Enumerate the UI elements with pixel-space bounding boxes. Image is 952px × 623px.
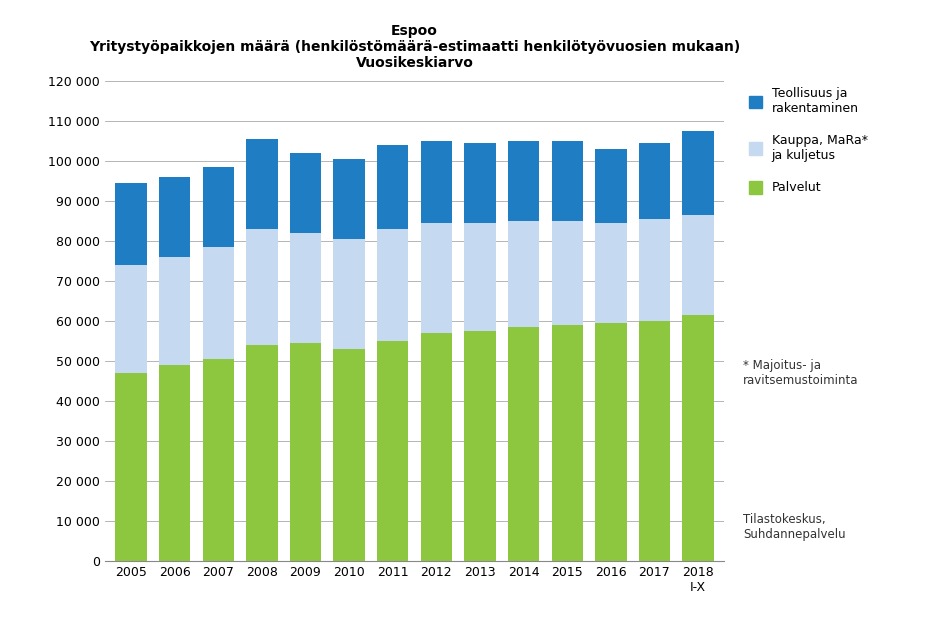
Bar bbox=[551, 325, 583, 561]
Bar bbox=[203, 247, 233, 359]
Bar bbox=[159, 257, 190, 365]
Legend: Teollisuus ja
rakentaminen, Kauppa, MaRa*
ja kuljetus, Palvelut: Teollisuus ja rakentaminen, Kauppa, MaRa… bbox=[748, 87, 866, 194]
Bar bbox=[115, 373, 147, 561]
Bar bbox=[246, 345, 277, 561]
Bar bbox=[289, 153, 321, 233]
Bar bbox=[420, 141, 451, 223]
Bar bbox=[595, 323, 625, 561]
Bar bbox=[551, 221, 583, 325]
Text: Tilastokeskus,
Suhdannepalvelu: Tilastokeskus, Suhdannepalvelu bbox=[743, 513, 844, 541]
Bar bbox=[377, 229, 408, 341]
Bar bbox=[595, 223, 625, 323]
Bar bbox=[507, 327, 539, 561]
Bar bbox=[507, 221, 539, 327]
Bar bbox=[420, 223, 451, 333]
Bar bbox=[159, 365, 190, 561]
Bar bbox=[333, 159, 365, 239]
Bar bbox=[246, 139, 277, 229]
Bar bbox=[638, 143, 669, 219]
Bar bbox=[638, 321, 669, 561]
Bar bbox=[246, 229, 277, 345]
Title: Espoo
Yritystyöpaikkojen määrä (henkilöstömäärä-estimaatti henkilötyövuosien muk: Espoo Yritystyöpaikkojen määrä (henkilös… bbox=[89, 24, 740, 70]
Bar bbox=[682, 131, 713, 215]
Text: * Majoitus- ja
ravitsemustoiminta: * Majoitus- ja ravitsemustoiminta bbox=[743, 359, 858, 388]
Bar bbox=[203, 359, 233, 561]
Bar bbox=[289, 233, 321, 343]
Bar bbox=[464, 143, 495, 223]
Bar bbox=[333, 349, 365, 561]
Bar bbox=[377, 145, 408, 229]
Bar bbox=[682, 215, 713, 315]
Bar bbox=[203, 167, 233, 247]
Bar bbox=[420, 333, 451, 561]
Bar bbox=[507, 141, 539, 221]
Bar bbox=[377, 341, 408, 561]
Bar bbox=[115, 183, 147, 265]
Bar bbox=[638, 219, 669, 321]
Bar bbox=[115, 265, 147, 373]
Bar bbox=[682, 315, 713, 561]
Bar bbox=[333, 239, 365, 349]
Bar bbox=[551, 141, 583, 221]
Bar bbox=[595, 149, 625, 223]
Bar bbox=[464, 331, 495, 561]
Bar bbox=[289, 343, 321, 561]
Bar bbox=[464, 223, 495, 331]
Bar bbox=[159, 177, 190, 257]
